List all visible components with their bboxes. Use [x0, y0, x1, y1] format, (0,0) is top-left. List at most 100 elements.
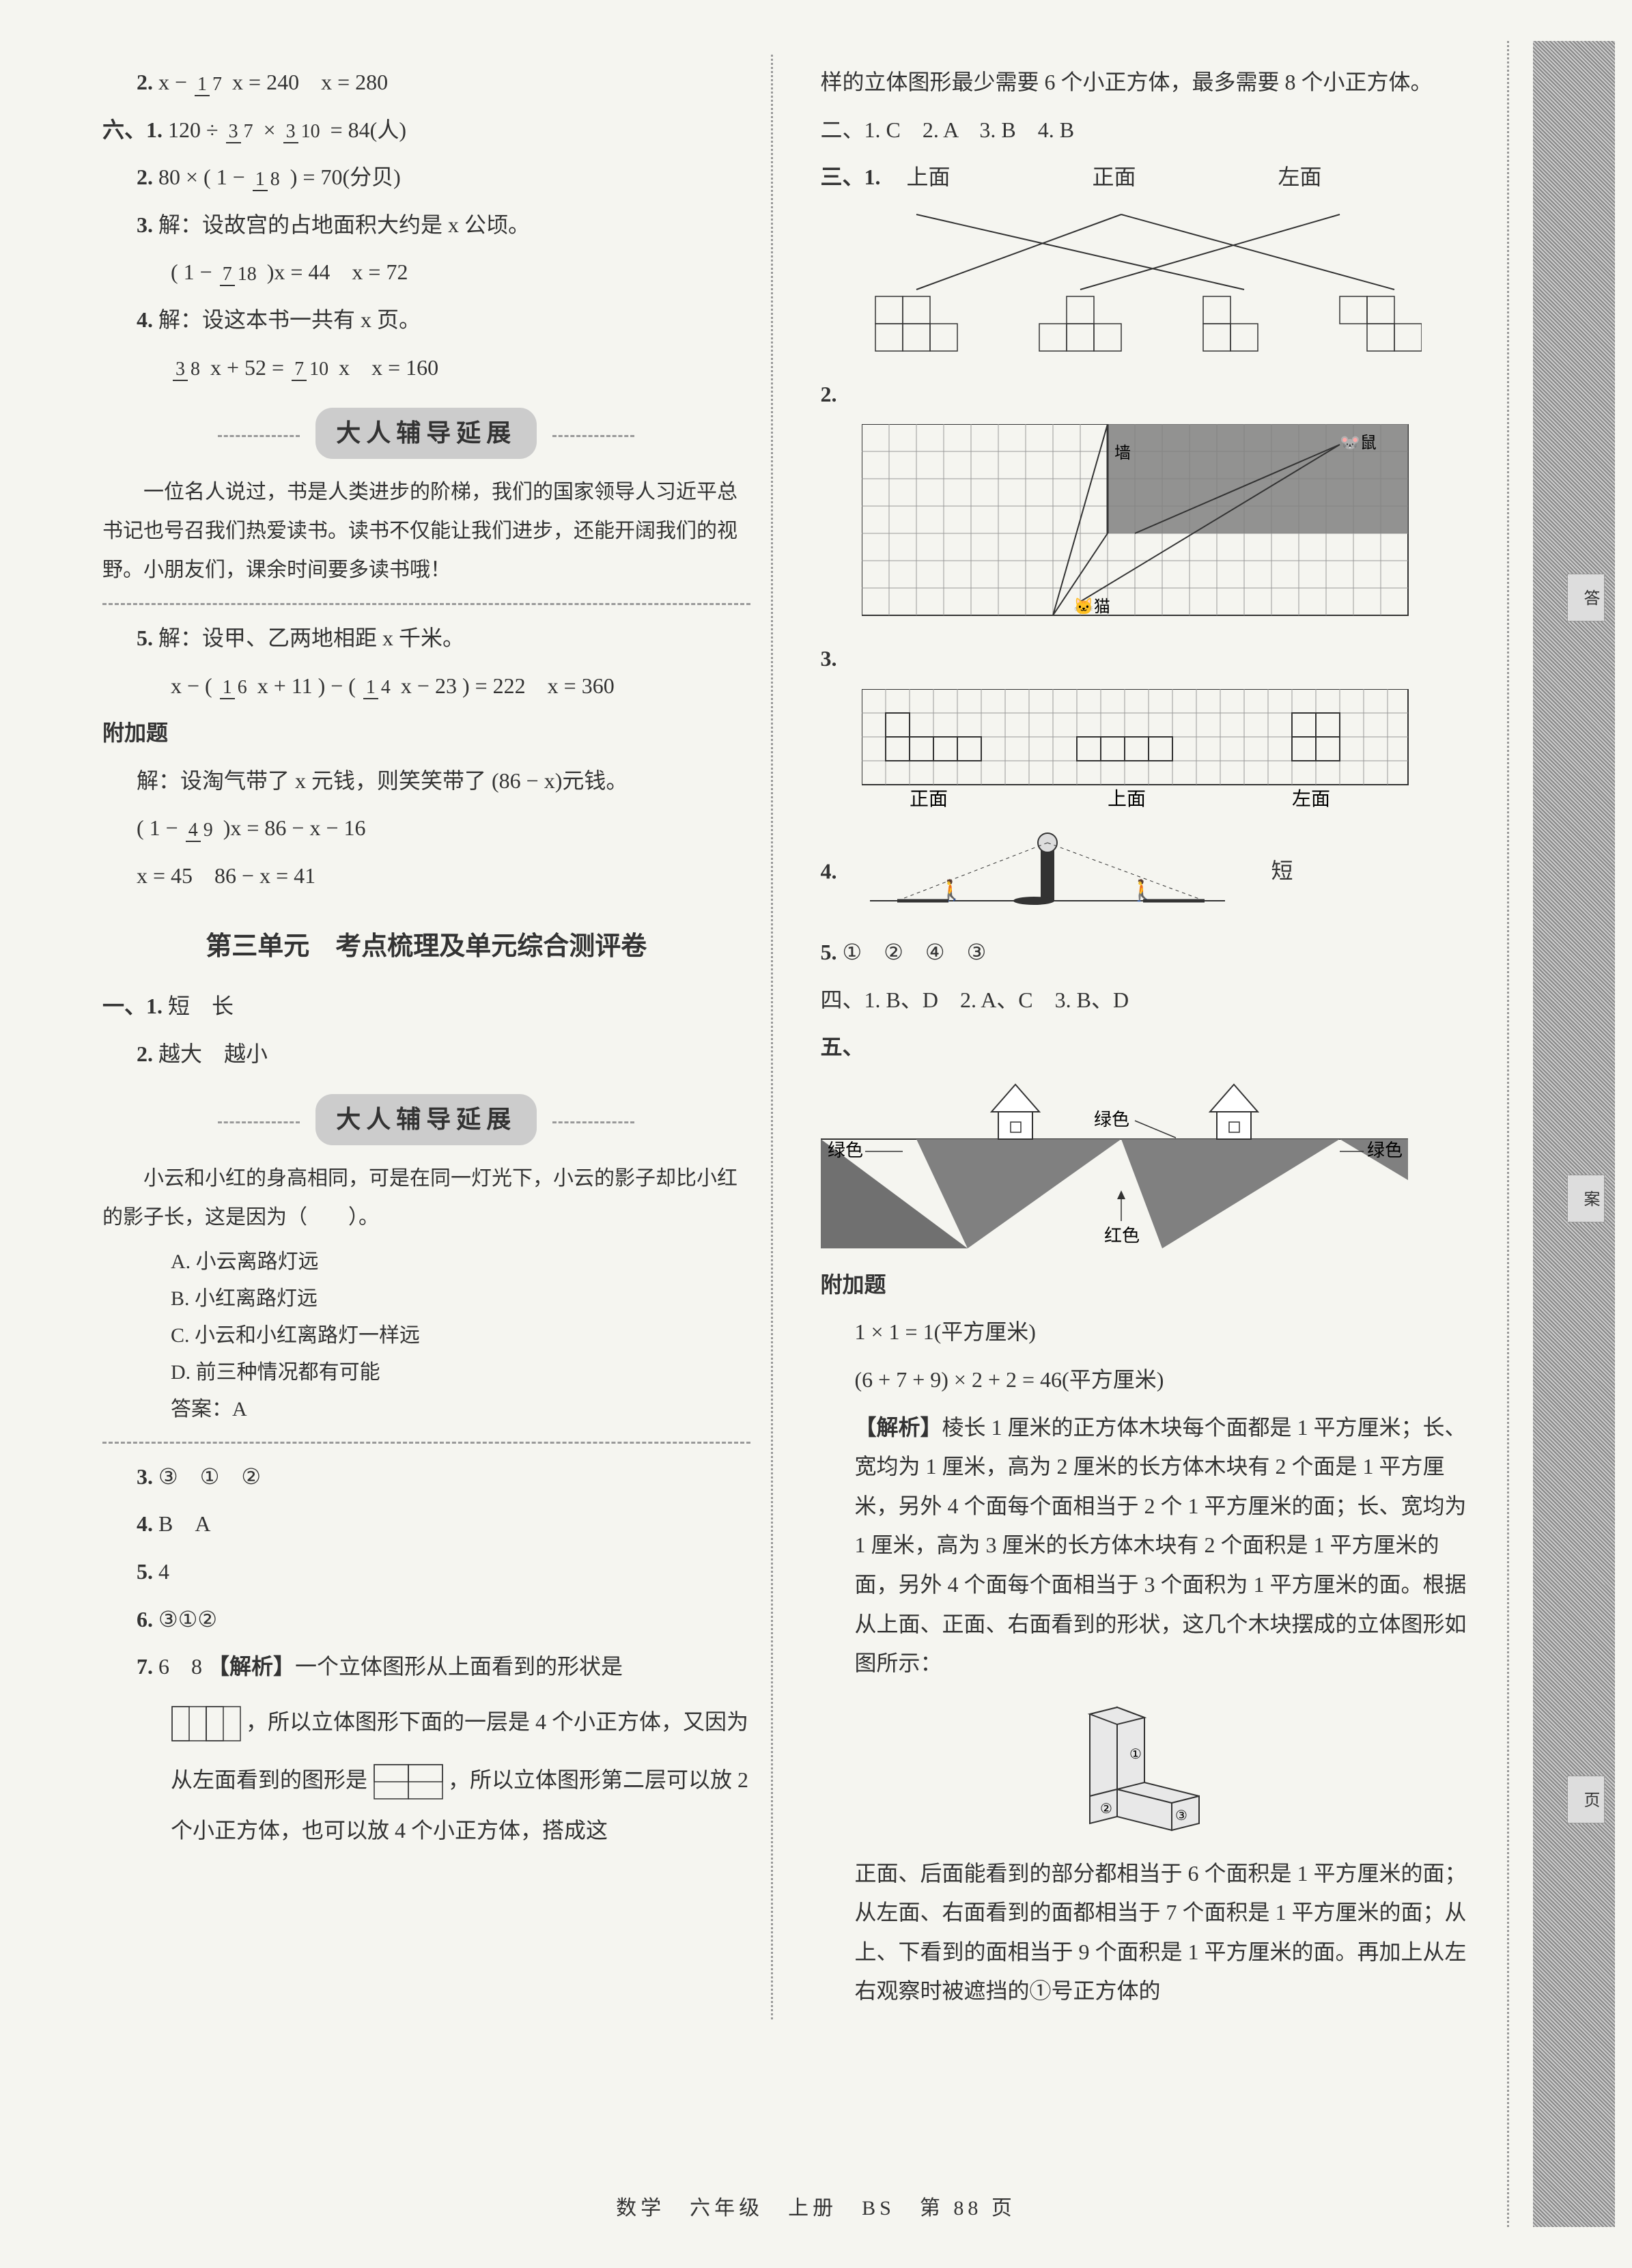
- left-column: 2. x − 17 x = 240 x = 280 六、1. 120 ÷ 37 …: [82, 55, 773, 2019]
- label: 6.: [137, 1607, 153, 1632]
- u1-7: 7. 6 8 【解析】一个立体图形从上面看到的形状是: [102, 1647, 750, 1687]
- mouse-label: 🐭鼠: [1340, 434, 1377, 452]
- option-c: C. 小云和小红离路灯一样远: [102, 1317, 750, 1354]
- label: 4.: [821, 858, 837, 883]
- right-column: 样的立体图形最少需要 6 个小正方体，最多需要 8 个小正方体。 二、1. C …: [800, 55, 1592, 2019]
- child-left-icon: 🚶: [938, 878, 963, 902]
- end: )x = 86 − x − 16: [218, 815, 366, 840]
- eq: x − (: [171, 673, 218, 698]
- option-b: B. 小红离路灯远: [102, 1280, 750, 1317]
- side-tab-2: 案: [1567, 1175, 1605, 1222]
- option-d: D. 前三种情况都有可能: [102, 1354, 750, 1391]
- label: 2.: [137, 165, 153, 189]
- diagram-3-4: 🚶 🚶: [870, 832, 1225, 914]
- label: 2.: [137, 1041, 153, 1066]
- block-label-1: ①: [1129, 1747, 1142, 1762]
- label: 六、1.: [102, 117, 163, 142]
- extra2-analysis: 【解析】棱长 1 厘米的正方体木块每个面都是 1 平方厘米；长、宽均为 1 厘米…: [821, 1408, 1469, 1683]
- frac: 49: [186, 821, 216, 840]
- child-right-icon: 🚶: [1129, 878, 1155, 902]
- frac: 710: [292, 360, 331, 379]
- label: 3.: [137, 1464, 153, 1489]
- item-6-3-eq: ( 1 − 718 )x = 44 x = 72: [102, 253, 750, 292]
- item-6-5: 5. 解：设甲、乙两地相距 x 千米。: [102, 619, 750, 658]
- ans: 越大 越小: [158, 1041, 268, 1066]
- diagram-3-3: 正面 上面 左面: [862, 689, 1422, 812]
- end: )x = 44 x = 72: [262, 260, 408, 284]
- label: 5.: [137, 626, 153, 650]
- u4-answers: 四、1. B、D 2. A、C 3. B、D: [821, 981, 1469, 1020]
- eq: ( 1 −: [137, 815, 184, 840]
- green-label-3: 绿色: [1367, 1140, 1403, 1160]
- frac: 14: [363, 678, 393, 697]
- label: 附加题: [102, 720, 168, 745]
- item-2: 2. x − 17 x = 240 x = 280: [102, 63, 750, 102]
- extra2-eq2: (6 + 7 + 9) × 2 + 2 = 46(平方厘米): [821, 1360, 1469, 1400]
- u1-3: 3. ③ ① ②: [102, 1457, 750, 1497]
- u3-2: 2.: [821, 375, 1469, 415]
- extra-eq: ( 1 − 49 )x = 86 − x − 16: [102, 809, 750, 848]
- unit3-title: 第三单元 考点梳理及单元综合测评卷: [102, 923, 750, 970]
- ans: 4: [158, 1559, 169, 1584]
- wall-label: 墙: [1114, 444, 1131, 462]
- dotted-divider: [1507, 41, 1509, 2227]
- top-label: 上面: [1108, 789, 1146, 810]
- frac: 16: [220, 678, 250, 697]
- u2-answers: 二、1. C 2. A 3. B 4. B: [821, 111, 1469, 150]
- item-6-2: 2. 80 × ( 1 − 18 ) = 70(分贝): [102, 158, 750, 197]
- u3-1: 三、1. 上面 正面 左面: [821, 158, 1469, 197]
- side-tab-1: 答: [1567, 574, 1605, 621]
- label: 2.: [821, 382, 837, 406]
- decorative-strip: [1533, 41, 1615, 2227]
- mid: x + 11 ) − (: [252, 673, 361, 698]
- label: 2.: [137, 70, 153, 94]
- item-6-5-eq: x − ( 16 x + 11 ) − ( 14 x − 23 ) = 222 …: [102, 667, 750, 706]
- u3-4: 4. 🚶 🚶 短: [821, 822, 1469, 925]
- label: 三、1.: [821, 165, 881, 189]
- option-a: A. 小云离路灯远: [102, 1244, 750, 1280]
- frac: 38: [173, 360, 203, 379]
- label: 一、1.: [102, 994, 163, 1018]
- section-header-2: 大人辅导延展: [102, 1094, 750, 1145]
- ans: 短 长: [168, 994, 234, 1018]
- u1-1: 一、1. 短 长: [102, 987, 750, 1026]
- extra-ans: x = 45 86 − x = 41: [102, 856, 750, 896]
- text: 一个立体图形从上面看到的形状是: [295, 1654, 623, 1679]
- label: 五、: [821, 1035, 864, 1059]
- mid: x + 52 =: [205, 355, 290, 380]
- front-label: 正面: [910, 789, 948, 810]
- frac: 718: [220, 265, 259, 284]
- cat-label: 🐱猫: [1073, 598, 1110, 616]
- label: 4.: [137, 1511, 153, 1536]
- ans: ① ② ④ ③: [843, 940, 987, 964]
- block-label-3: ③: [1175, 1808, 1187, 1823]
- page-footer: 数学 六年级 上册 BS 第 88 页: [0, 2190, 1632, 2227]
- block-label-2: ②: [1100, 1802, 1112, 1817]
- label: 5.: [821, 940, 837, 964]
- dash-divider: [102, 1442, 750, 1444]
- diagram-5: 绿色 绿色 绿色 红色: [821, 1078, 1408, 1255]
- end: = 84(人): [325, 117, 406, 142]
- label: 3.: [821, 646, 837, 671]
- section-header-1: 大人辅导延展: [102, 408, 750, 459]
- label: 7.: [137, 1654, 153, 1679]
- u1-2: 2. 越大 越小: [102, 1035, 750, 1074]
- ans: ③ ① ②: [158, 1464, 261, 1489]
- u1-4: 4. B A: [102, 1504, 750, 1544]
- page-container: 2. x − 17 x = 240 x = 280 六、1. 120 ÷ 37 …: [0, 0, 1632, 2060]
- green-label: 绿色: [828, 1140, 863, 1160]
- item-6-4-eq: 38 x + 52 = 710 x x = 160: [102, 348, 750, 388]
- red-label: 红色: [1104, 1226, 1140, 1246]
- dash-divider: [102, 603, 750, 605]
- text: 解：设甲、乙两地相距 x 千米。: [158, 626, 464, 650]
- paragraph-1: 一位名人说过，书是人类进步的阶梯，我们的国家领导人习近平总书记也号召我们热爱读书…: [102, 473, 750, 589]
- label: 附加题: [821, 1272, 886, 1297]
- u1-5: 5. 4: [102, 1552, 750, 1592]
- label-front: 正面: [1093, 165, 1136, 189]
- item-6-1: 六、1. 120 ÷ 37 × 310 = 84(人): [102, 111, 750, 150]
- extra2-text2: 正面、后面能看到的部分都相当于 6 个面积是 1 平方厘米的面；从左面、右面看到…: [821, 1854, 1469, 2011]
- item-6-3: 3. 解：设故宫的占地面积大约是 x 公顷。: [102, 206, 750, 245]
- answer-line: 答案：A: [102, 1391, 750, 1428]
- analysis-label: 【解析】: [208, 1654, 295, 1679]
- diagram-3-1: [862, 208, 1422, 365]
